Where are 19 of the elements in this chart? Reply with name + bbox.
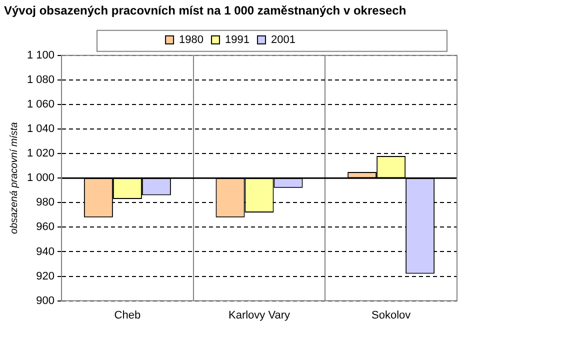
- y-tick-label: 980: [36, 196, 55, 209]
- y-tick-label: 920: [36, 270, 55, 282]
- y-tick-label: 940: [36, 246, 55, 258]
- y-axis-title: obsazená pracovní místa: [8, 122, 20, 234]
- y-tick-label: 900: [36, 294, 55, 307]
- x-tick-label: Sokolov: [372, 309, 412, 322]
- y-tick-label: 960: [36, 221, 55, 234]
- y-tick-label: 1 060: [26, 98, 55, 111]
- x-tick-label: Karlovy Vary: [228, 309, 291, 322]
- chart-title: Vývoj obsazených pracovních míst na 1 000 zaměstnaných v okresech: [4, 4, 406, 18]
- y-tick-label: 1 000: [26, 172, 55, 184]
- y-tick-label: 1 020: [26, 148, 55, 160]
- legend-label: 1991: [225, 34, 250, 46]
- y-tick-label: 1 040: [26, 123, 55, 136]
- x-tick-label: Cheb: [114, 309, 141, 322]
- legend-label: 1980: [179, 34, 204, 46]
- y-tick-label: 1 100: [26, 49, 55, 62]
- y-tick-label: 1 080: [26, 74, 55, 86]
- legend-label: 2001: [270, 34, 296, 46]
